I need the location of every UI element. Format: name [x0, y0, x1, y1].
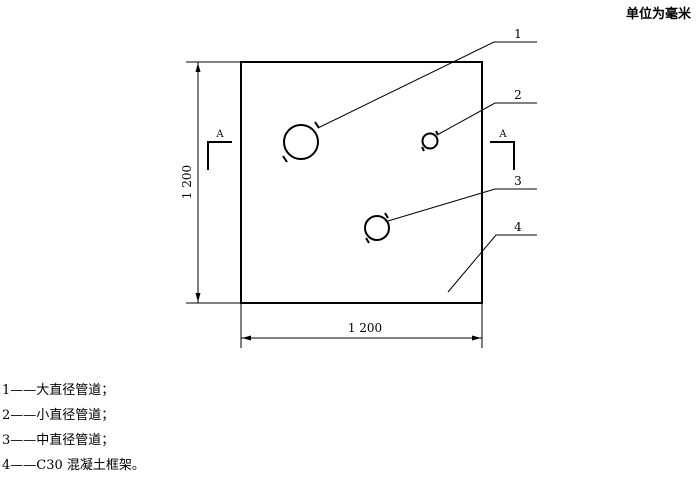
legend-item-2: 2——小直径管道；	[2, 403, 145, 428]
small-pipe	[421, 132, 439, 150]
section-mark-left-label: A	[215, 129, 224, 140]
height-arrow-top	[195, 63, 201, 72]
large-pipe	[283, 124, 319, 160]
width-arrow-left	[242, 335, 251, 341]
legend-item-1: 1——大直径管道；	[2, 378, 145, 403]
legend-dash: ——	[10, 458, 37, 473]
callout-3-label: 3	[514, 174, 522, 188]
unit-note: 单位为毫米	[625, 7, 691, 22]
medium-pipe-tick-top	[384, 212, 389, 219]
legend-dash: ——	[10, 383, 37, 398]
legend-text: 小直径管道；	[36, 408, 115, 423]
legend-text: 大直径管道；	[36, 383, 115, 398]
width-dimension-label: 1 200	[348, 321, 382, 335]
legend-number: 3	[2, 433, 11, 448]
callout-2-label: 2	[514, 88, 522, 102]
legend-text: 中直径管道；	[36, 433, 115, 448]
leader-3	[387, 188, 537, 222]
legend-dash: ——	[10, 408, 37, 423]
callout-4-label: 4	[514, 220, 522, 234]
legend-number: 1	[2, 383, 11, 398]
leader-1	[317, 41, 537, 129]
leader-4	[447, 234, 537, 293]
legend-item-4: 4——C30 混凝土框架。	[2, 453, 145, 478]
large-pipe-tick-bottom	[282, 155, 288, 163]
height-arrow-bottom	[195, 293, 201, 302]
leader-2	[436, 102, 537, 136]
large-pipe-tick-top	[314, 121, 320, 129]
small-pipe-tick-bottom	[421, 146, 425, 152]
legend-number: 2	[2, 408, 11, 423]
width-arrow-right	[472, 335, 481, 341]
legend-number: 4	[2, 458, 11, 473]
height-dimension-label: 1 200	[180, 165, 194, 199]
legend: 1——大直径管道； 2——小直径管道； 3——中直径管道； 4——C30 混凝土…	[2, 378, 145, 478]
section-mark-left	[207, 141, 232, 170]
medium-pipe-tick-bottom	[365, 237, 370, 244]
legend-dash: ——	[10, 433, 37, 448]
legend-text: C30 混凝土框架。	[36, 458, 145, 473]
callout-1-label: 1	[514, 27, 522, 41]
section-mark-right	[490, 141, 515, 170]
legend-item-3: 3——中直径管道；	[2, 428, 145, 453]
medium-pipe	[364, 215, 390, 241]
concrete-frame	[240, 61, 483, 304]
section-mark-right-label: A	[498, 129, 507, 140]
frame-drawing: 1 200 1 200 A A 1 2 3 4	[180, 27, 537, 348]
